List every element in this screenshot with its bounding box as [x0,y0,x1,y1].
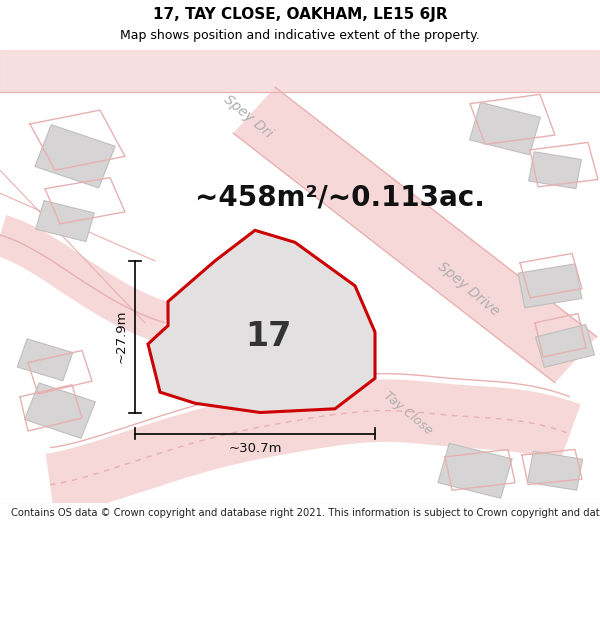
Text: 17: 17 [245,320,291,353]
Polygon shape [527,451,583,490]
Polygon shape [518,264,582,308]
Text: ~458m²/~0.113ac.: ~458m²/~0.113ac. [195,184,485,212]
Polygon shape [470,102,541,155]
Polygon shape [17,339,73,381]
Text: Contains OS data © Crown copyright and database right 2021. This information is : Contains OS data © Crown copyright and d… [11,508,600,518]
Text: Spey Dri: Spey Dri [221,92,275,141]
Text: 17, TAY CLOSE, OAKHAM, LE15 6JR: 17, TAY CLOSE, OAKHAM, LE15 6JR [152,8,448,22]
Polygon shape [36,201,94,242]
Text: ~27.9m: ~27.9m [115,310,128,363]
Polygon shape [25,383,95,438]
Text: Map shows position and indicative extent of the property.: Map shows position and indicative extent… [120,29,480,42]
Text: ~30.7m: ~30.7m [228,442,282,455]
Polygon shape [35,125,115,188]
Polygon shape [148,231,375,412]
Text: Tay Close: Tay Close [381,389,435,438]
Text: Spey Drive: Spey Drive [434,259,502,318]
Polygon shape [438,443,512,498]
Polygon shape [535,324,595,368]
Polygon shape [529,152,581,189]
Polygon shape [233,87,597,382]
